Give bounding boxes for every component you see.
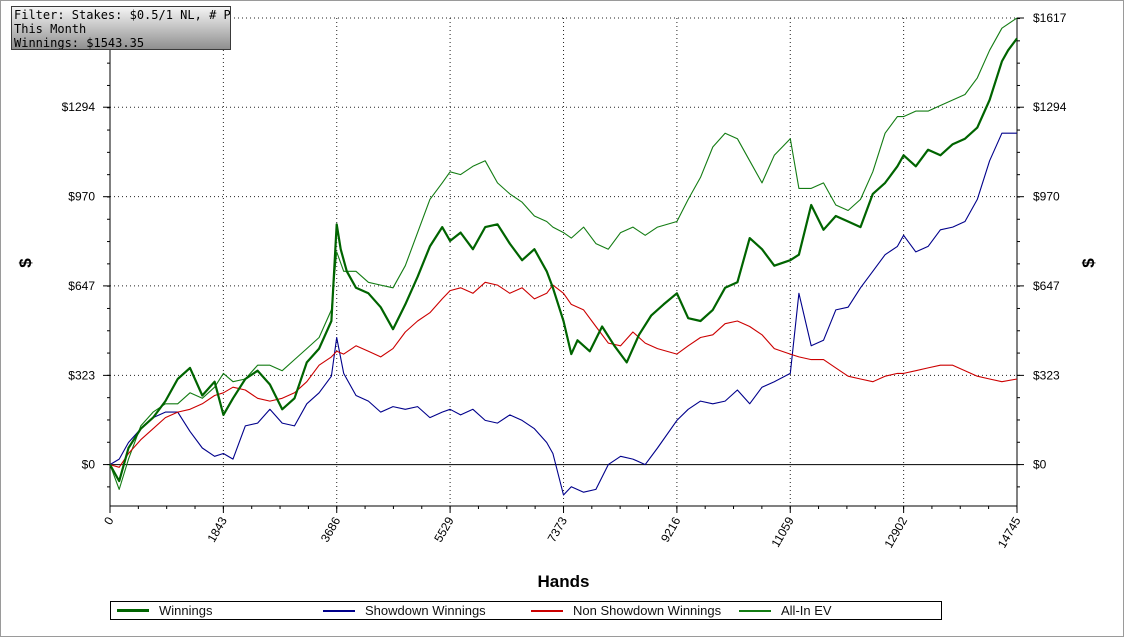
y-axis-label-right: $ xyxy=(1079,258,1098,268)
x-tick-label: 5529 xyxy=(431,514,457,544)
series-line-winnings xyxy=(109,37,1018,483)
x-axis-label: Hands xyxy=(538,572,590,591)
winnings-summary-text: Winnings: $1543.35 xyxy=(14,36,145,50)
x-tick-label: 7373 xyxy=(545,514,571,544)
series-line-allin-ev xyxy=(109,17,1018,490)
legend-swatch-non-showdown xyxy=(531,610,563,612)
x-tick-label: 14745 xyxy=(995,514,1024,550)
x-tick-label: 3686 xyxy=(318,514,344,544)
y-tick-label-left: $323 xyxy=(68,368,95,382)
series-line-showdown xyxy=(109,132,1017,496)
x-tick-label: 0 xyxy=(101,514,117,527)
legend-label-non-showdown: Non Showdown Winnings xyxy=(573,603,722,618)
legend-swatch-winnings xyxy=(117,609,149,612)
y-tick-label-left: $647 xyxy=(68,279,95,293)
legend-label-showdown: Showdown Winnings xyxy=(365,603,486,618)
filter-info-box: Filter: Stakes: $0.5/1 NL, # Players Thi… xyxy=(11,6,231,50)
y-tick-label-right: $1294 xyxy=(1033,100,1067,114)
y-tick-label-right: $647 xyxy=(1033,279,1060,293)
legend-label-allin-ev: All-In EV xyxy=(781,603,832,618)
y-axis-label-left: $ xyxy=(16,258,35,268)
y-tick-label-right: $1617 xyxy=(1033,11,1067,25)
x-tick-label: 9216 xyxy=(658,514,684,544)
legend-swatch-allin-ev xyxy=(739,610,771,612)
y-tick-label-right: $970 xyxy=(1033,190,1060,204)
legend-label-winnings: Winnings xyxy=(159,603,213,618)
y-tick-label-right: $323 xyxy=(1033,368,1060,382)
filter-text: Filter: Stakes: $0.5/1 NL, # Players xyxy=(14,8,231,22)
legend-swatch-showdown xyxy=(323,610,355,612)
legend: Winnings Showdown Winnings Non Showdown … xyxy=(110,601,942,620)
x-tick-label: 12902 xyxy=(881,514,910,550)
y-tick-label-left: $1294 xyxy=(62,100,96,114)
series-line-non-showdown xyxy=(109,281,1018,468)
y-tick-label-left: $970 xyxy=(68,190,95,204)
x-tick-label: 11059 xyxy=(768,514,797,549)
x-tick-label: 1843 xyxy=(204,514,230,544)
period-text: This Month xyxy=(14,22,87,36)
y-tick-label-right: $0 xyxy=(1033,458,1047,472)
y-tick-label-left: $0 xyxy=(82,458,96,472)
